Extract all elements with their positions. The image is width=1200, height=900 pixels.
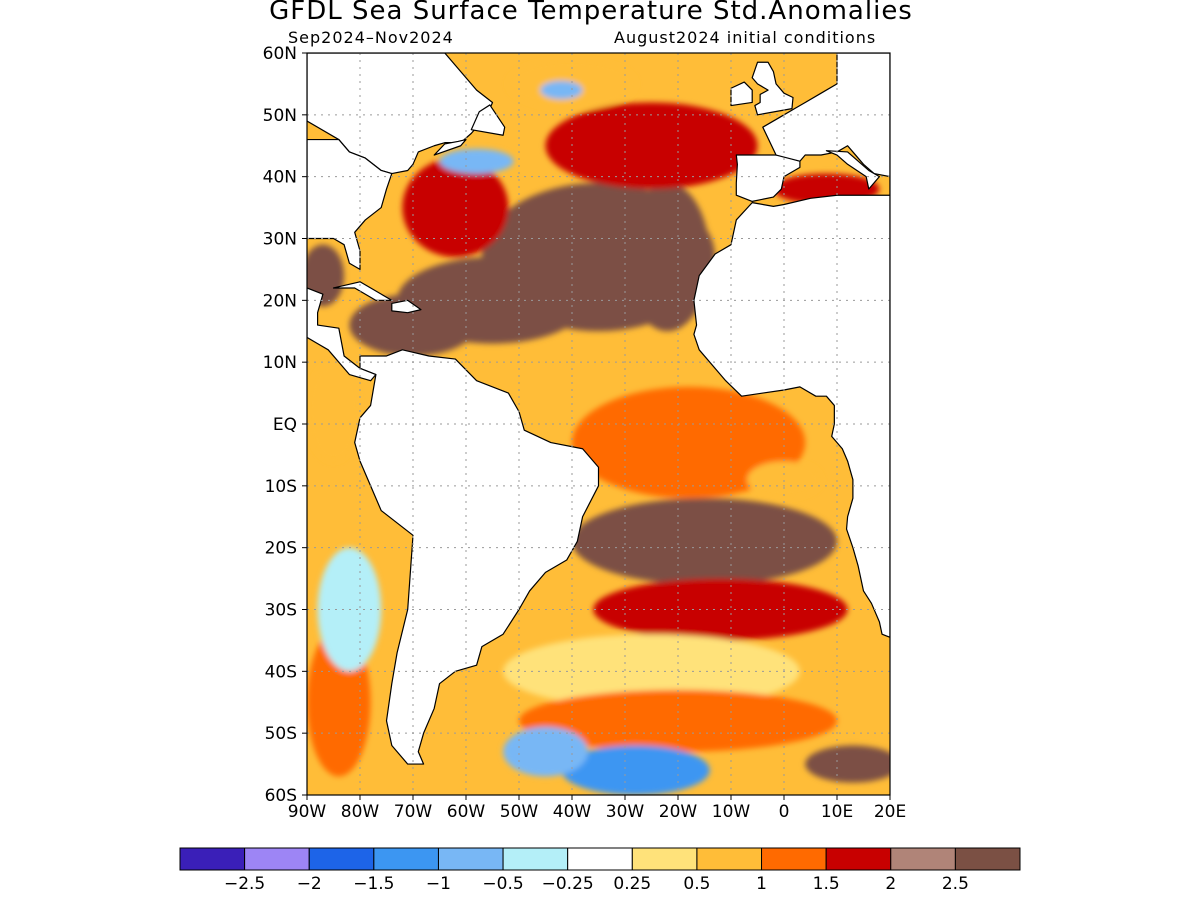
colorbar-tick-label: −1 xyxy=(426,874,451,894)
latitude-labels: 60N 50N 40N 30N 20N 10N EQ 10S 20S 30S 40S 50S 60S xyxy=(263,44,307,806)
colorbar-swatch xyxy=(308,847,375,871)
anomaly-east-subtropical xyxy=(625,182,710,332)
lon-label: 70W xyxy=(394,802,433,822)
lat-label: 50N xyxy=(263,106,297,126)
lat-label: 40N xyxy=(263,168,297,188)
colorbar-tick-label: −0.5 xyxy=(482,874,523,894)
lon-label: 80W xyxy=(341,802,380,822)
lon-label: 0 xyxy=(779,802,790,822)
longitude-labels: 90W 80W 70W 60W 50W 40W 30W 20W 10W 0 10E 20E xyxy=(288,795,906,822)
anomaly-south-atlantic-core xyxy=(572,498,837,585)
lon-label: 10W xyxy=(712,802,751,822)
lat-label: 30N xyxy=(263,230,297,250)
colorbar-swatch xyxy=(373,847,439,871)
lat-label: 50S xyxy=(265,724,297,744)
lon-label: 20E xyxy=(874,802,906,822)
land-central-america xyxy=(307,287,377,382)
colorbar-tick-label: −1.5 xyxy=(353,874,394,894)
anomaly-newfoundland-cool xyxy=(439,148,514,174)
anomaly-ne-atlantic xyxy=(545,102,758,190)
anomaly-caribbean xyxy=(349,294,477,356)
colorbar-swatch xyxy=(825,847,892,871)
lon-label: 10E xyxy=(821,802,853,822)
lat-label: 60S xyxy=(265,786,297,806)
colorbar-swatch xyxy=(890,847,956,871)
colorbar xyxy=(179,847,1021,871)
colorbar-swatch xyxy=(696,847,763,871)
lon-label: 20W xyxy=(659,802,698,822)
colorbar-swatch xyxy=(761,847,827,871)
map-title: GFDL Sea Surface Temperature Std.Anomali… xyxy=(269,0,913,26)
lat-label: 30S xyxy=(265,601,297,621)
colorbar-tick-label: 2 xyxy=(885,874,896,894)
lon-label: 50W xyxy=(500,802,539,822)
colorbar-swatch xyxy=(502,847,569,871)
lat-label: 10S xyxy=(265,477,297,497)
land-masses xyxy=(307,19,890,765)
colorbar-tick-label: 1 xyxy=(756,874,767,894)
lat-label: EQ xyxy=(273,415,297,435)
initial-conditions: August2024 initial conditions xyxy=(614,28,877,47)
colorbar-tick-label: 2.5 xyxy=(942,874,969,894)
colorbar-swatch xyxy=(437,847,504,871)
anomaly-southern-ocean-cool xyxy=(561,745,710,795)
lat-label: 20S xyxy=(265,539,297,559)
colorbar-swatch xyxy=(179,847,246,871)
colorbar-tick-label: 1.5 xyxy=(813,874,840,894)
forecast-period: Sep2024–Nov2024 xyxy=(288,28,454,47)
anomaly-gulf-stream-region xyxy=(402,158,509,258)
anomaly-sw-africa-core xyxy=(805,745,890,783)
land-italy xyxy=(825,150,881,190)
colorbar-labels: −2.5 −2 −1.5 −1 −0.5 −0.25 0.25 0.5 1 1.5 2 2.5 xyxy=(224,874,969,894)
colorbar-swatch xyxy=(631,847,698,871)
land-newfoundland xyxy=(470,104,506,136)
land-ireland xyxy=(730,81,753,107)
colorbar-tick-label: 0.25 xyxy=(613,874,651,894)
colorbar-swatch xyxy=(567,847,633,871)
land-hispaniola xyxy=(391,299,422,314)
colorbar-tick-label: −2 xyxy=(297,874,322,894)
colorbar-swatch xyxy=(244,847,310,871)
graticule xyxy=(307,53,890,795)
anomaly-southern-ocean-warm xyxy=(519,689,837,752)
land-nova-scotia xyxy=(433,138,467,156)
land-great-britain xyxy=(751,61,794,116)
colorbar-tick-label: −2.5 xyxy=(224,874,265,894)
lon-label: 90W xyxy=(288,802,327,822)
anomaly-drake-cool xyxy=(503,726,588,777)
lat-label: 60N xyxy=(263,44,297,64)
colorbar-tick-label: −0.25 xyxy=(542,874,594,894)
anomaly-field xyxy=(307,53,890,795)
land-iceland xyxy=(657,19,715,32)
colorbar-tick-label: 0.5 xyxy=(683,874,710,894)
anomaly-labrador-cool xyxy=(540,80,583,100)
anomaly-gulf-of-guinea-warm xyxy=(746,461,822,499)
lat-label: 10N xyxy=(263,353,297,373)
lon-label: 30W xyxy=(606,802,645,822)
anomaly-pacific-east-warm xyxy=(307,362,360,462)
lon-label: 60W xyxy=(447,802,486,822)
lat-label: 40S xyxy=(265,662,297,682)
anomaly-equatorial-atlantic xyxy=(572,386,806,499)
lat-label: 20N xyxy=(263,291,297,311)
lon-label: 40W xyxy=(553,802,592,822)
colorbar-swatch xyxy=(954,847,1021,871)
